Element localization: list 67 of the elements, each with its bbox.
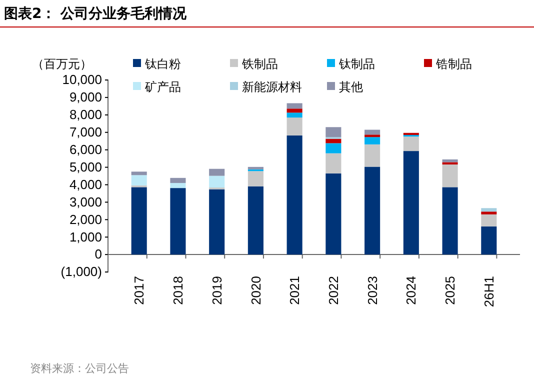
bar [131,175,147,186]
bar [286,118,302,136]
chart-title: 图表2： 公司分业务毛利情况 [4,5,188,22]
bar [364,130,380,135]
x-tick-label: 2023 [364,276,380,305]
y-tick-label: 7,000 [69,124,102,140]
bar [481,214,497,226]
y-tick-label: 5,000 [69,159,102,174]
x-tick-label: 2017 [132,276,147,305]
bar [481,226,497,255]
x-tick-label: 2019 [209,276,224,305]
bar [170,182,186,188]
bar [286,103,302,109]
bar [403,151,419,255]
bar [170,178,186,183]
y-tick-label: 10,000 [62,72,102,88]
x-tick-label: 2020 [248,276,264,305]
x-tick-label: 2018 [170,276,186,305]
bar [209,168,225,176]
y-tick-label: 6,000 [69,142,102,157]
legend-label: 钛制品 [338,57,375,71]
bar [326,143,342,154]
bar [442,187,458,255]
legend-label: 锆制品 [435,57,472,71]
bar [131,172,147,176]
legend-label: 钛白粉 [144,57,181,71]
y-tick-label: 8,000 [69,107,102,122]
y-tick-label: 0 [94,246,102,262]
bar [364,134,380,138]
x-tick-label: 26H1 [481,276,496,308]
bar [364,144,380,167]
bar [326,173,342,255]
x-tick-label: 2022 [326,276,341,305]
bar [248,186,264,255]
bar [326,153,342,174]
y-tick-label: 9,000 [69,90,102,105]
bar [209,189,225,255]
bar [364,137,380,144]
y-tick-label: 4,000 [69,176,102,192]
x-tick-label: 2024 [404,276,419,305]
y-tick-label: 3,000 [69,194,102,210]
bar [286,108,302,113]
bar [442,164,458,188]
bar [286,112,302,118]
text: 资料来源：公司公告 [30,362,129,375]
y-axis-title: （百万元） [32,57,92,71]
bar [481,212,497,214]
bar [326,127,342,138]
y-tick-label: (1,000) [60,264,102,280]
bar [131,187,147,255]
legend-label: 其他 [339,80,363,94]
x-tick-label: 2021 [287,276,302,305]
y-tick-label: 2,000 [69,212,102,227]
bar [170,188,186,255]
bar [248,171,264,186]
bar [248,166,264,170]
legend-label: 新能源材料 [242,80,302,94]
bar [481,208,497,212]
x-tick-label: 2025 [442,276,458,305]
legend-label: 矿产品 [144,80,181,94]
y-tick-label: 1,000 [69,229,102,244]
bar [403,136,419,152]
bar [286,136,302,255]
bar [364,166,380,255]
legend-label: 铁制品 [241,57,278,71]
bar [326,138,342,144]
bar [209,176,225,188]
